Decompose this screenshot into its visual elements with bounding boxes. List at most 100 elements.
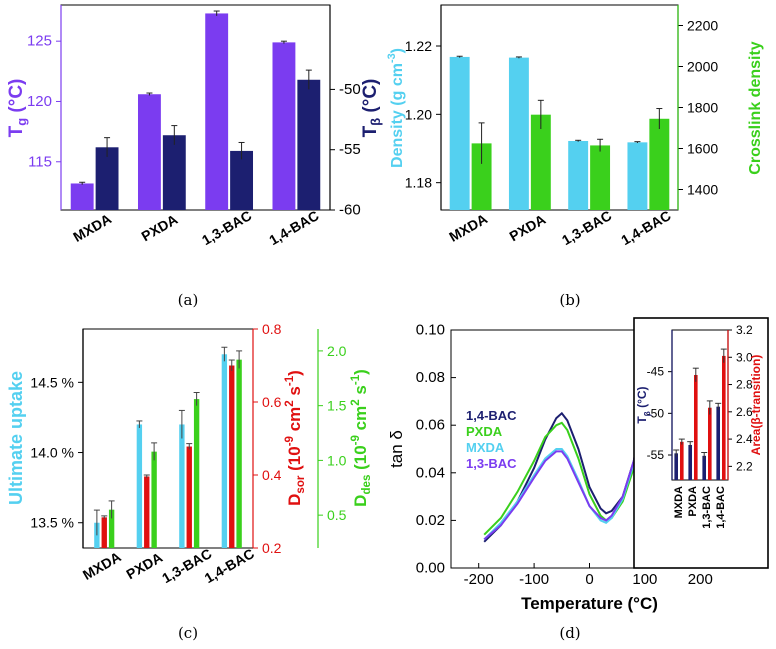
bar-Tβ-MXDA: [674, 453, 678, 480]
y-axis-title-left: Ultimate uptake: [6, 371, 26, 505]
tick-label: 2000: [687, 59, 718, 75]
bar-Tg-PXDA: [137, 94, 161, 210]
tick-label: 1800: [687, 100, 718, 116]
category-label: 1,4-BAC: [618, 207, 673, 248]
bar-Crosslink density-1,4-BAC: [649, 118, 670, 210]
y-axis-title-left-part: Ultimate uptake: [6, 371, 26, 505]
bar-Dsor-PXDA: [144, 476, 150, 548]
y-axis-title-right2-part: D: [351, 495, 370, 507]
y-tick-label: 0.10: [416, 322, 445, 339]
bar-Ultimate uptake-PXDA: [136, 424, 143, 548]
y-axis-title-right2-part: ): [351, 369, 370, 375]
series-line-1,4-BAC: [483, 329, 652, 543]
y-axis-title-left-part: Density (g cm: [389, 63, 406, 168]
tick-label: 0.5: [327, 507, 347, 523]
bar-Tg-1,4-BAC: [272, 42, 296, 210]
tick-label: 0.8: [262, 321, 282, 337]
y-axis-title-left-part: (°C): [6, 79, 27, 118]
tick-label: 2.4: [736, 432, 753, 446]
y-axis-title-right2-part: cm: [351, 406, 370, 435]
legend-entry: 1,3-BAC: [466, 456, 517, 471]
category-label: MXDA: [80, 548, 124, 582]
category-label: PXDA: [123, 549, 165, 582]
bar-Dsor-1,4-BAC: [229, 365, 235, 548]
tick-label: 2.8: [736, 378, 753, 392]
tick-label: 2.6: [736, 405, 753, 419]
y-axis-title-right1-part: cm: [285, 407, 304, 436]
bar-Ultimate uptake-1,3-BAC: [179, 424, 185, 548]
bar-Tβ-1,3-BAC: [230, 150, 254, 210]
tick-label: 1.22: [405, 38, 432, 54]
category-label: 1,4-BAC: [715, 486, 727, 529]
bar-Density-1,4-BAC: [627, 142, 648, 210]
category-label: MXDA: [70, 210, 114, 244]
bar-Tg-MXDA: [70, 183, 94, 210]
y-tick-label: 0.04: [416, 464, 445, 481]
tick-label: -55: [339, 141, 361, 158]
bar-Crosslink density-MXDA: [471, 143, 492, 210]
y-axis-title: tan δ: [387, 430, 406, 468]
tick-label: 3.2: [736, 323, 753, 337]
tick-label: 1.18: [405, 175, 432, 191]
tick-label: 115: [28, 153, 52, 170]
y-axis-title-right: Tβ (°C): [360, 79, 383, 138]
bar-Area(β-transition)-PXDA: [694, 375, 698, 480]
y-axis-title-right2: Ddes (10-9 cm2 s-1): [350, 369, 373, 507]
x-tick-label: 100: [632, 571, 657, 588]
inset-y-title-right: Area(β-transition): [749, 355, 763, 456]
tick-label: 2.0: [327, 343, 347, 359]
bar-Ddes-1,4-BAC: [236, 359, 242, 548]
category-label: MXDA: [673, 486, 685, 518]
inset-y-title-left: Tβ (°C): [635, 386, 652, 423]
caption-b: (b): [559, 291, 580, 309]
y-axis-title-right-part: (°C): [360, 79, 381, 118]
tick-label: -50: [339, 81, 361, 98]
y-axis-title-left: Density (g cm-3): [386, 48, 406, 168]
y-axis-title-right2-part: s: [351, 385, 370, 399]
legend-entry: 1,4-BAC: [466, 408, 517, 423]
tick-label: -55: [647, 448, 665, 462]
x-tick-label: -200: [464, 571, 494, 588]
y-axis-title-right2-part: -1: [350, 374, 362, 385]
tick-label: 1400: [687, 182, 718, 198]
bar-Area(β-transition)-1,4-BAC: [722, 355, 726, 480]
x-tick-label: 200: [688, 571, 713, 588]
x-axis-title: Temperature (°C): [521, 594, 658, 613]
category-label: 1,3-BAC: [559, 207, 614, 248]
y-axis-title-right2-part: 2: [350, 399, 362, 405]
y-axis-title-right2-part: (10: [351, 445, 370, 474]
bar-Area(β-transition)-1,3-BAC: [708, 407, 712, 480]
x-tick-label: -100: [519, 571, 549, 588]
y-axis-title-right1-part: 2: [284, 400, 296, 406]
y-axis-title-left-part: g: [14, 118, 29, 126]
tick-label: -45: [647, 365, 665, 379]
tick-label: 1.5: [327, 398, 347, 414]
bar-Crosslink density-PXDA: [530, 114, 551, 210]
category-label: MXDA: [446, 210, 490, 244]
y-axis-title-right1-part: (10: [285, 446, 304, 475]
bar-Tβ-PXDA: [688, 445, 692, 480]
inset-y-title-right-part: Area(β-transition): [749, 355, 763, 456]
caption-a: (a): [178, 291, 199, 309]
category-label: PXDA: [139, 211, 181, 244]
x-tick-label: 0: [585, 571, 593, 588]
y-axis-title-right1-part: sor: [295, 475, 307, 493]
tick-label: 14.5 %: [30, 374, 74, 390]
bar-Tg-1,3-BAC: [205, 13, 229, 210]
tick-label: 3.0: [736, 350, 753, 364]
tick-label: 1.20: [405, 106, 432, 122]
caption-c: (c): [178, 624, 198, 642]
y-axis-title-left-part: -3: [386, 53, 398, 63]
panel-d-chart: -200 -100 0 100 200 0.00 0.02 0.04 0.06 0.08 0.10 T…: [387, 317, 769, 613]
category-label: 1,4-BAC: [266, 207, 321, 248]
bar-Ddes-1,3-BAC: [193, 399, 200, 548]
y-tick-label: 0.02: [416, 512, 445, 529]
y-axis-title-right: Crosslink density: [747, 41, 764, 174]
panel-b-chart: MXDA PXDA 1,3-BAC 1,4-BAC 1.18 1.20 1.22 1400 16…: [386, 4, 764, 248]
legend-entry: PXDA: [466, 424, 503, 439]
series-line-PXDA: [483, 329, 652, 536]
tick-label: 0.4: [262, 467, 282, 483]
caption-d: (d): [559, 624, 580, 642]
